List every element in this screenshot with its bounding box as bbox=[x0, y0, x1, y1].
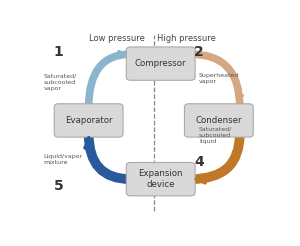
Text: Liquid/vapor
mixture: Liquid/vapor mixture bbox=[43, 154, 82, 165]
Text: Evaporator: Evaporator bbox=[65, 116, 112, 125]
FancyBboxPatch shape bbox=[54, 104, 123, 137]
Text: Saturated/
subcooled
liquid: Saturated/ subcooled liquid bbox=[199, 127, 232, 144]
Text: Saturated/
subcooled
vapor: Saturated/ subcooled vapor bbox=[43, 74, 76, 92]
Text: 4: 4 bbox=[194, 155, 204, 169]
FancyBboxPatch shape bbox=[126, 47, 195, 80]
Text: 1: 1 bbox=[53, 45, 63, 59]
FancyBboxPatch shape bbox=[184, 104, 253, 137]
Text: Expansion
device: Expansion device bbox=[139, 169, 183, 189]
FancyBboxPatch shape bbox=[126, 163, 195, 196]
Text: Compressor: Compressor bbox=[135, 59, 187, 68]
Text: Condenser: Condenser bbox=[196, 116, 242, 125]
Text: 5: 5 bbox=[53, 179, 63, 193]
Text: 2: 2 bbox=[194, 45, 204, 59]
Text: High pressure: High pressure bbox=[157, 34, 216, 43]
Text: Superheated
vapor: Superheated vapor bbox=[199, 73, 239, 84]
Text: Low pressure: Low pressure bbox=[88, 34, 145, 43]
